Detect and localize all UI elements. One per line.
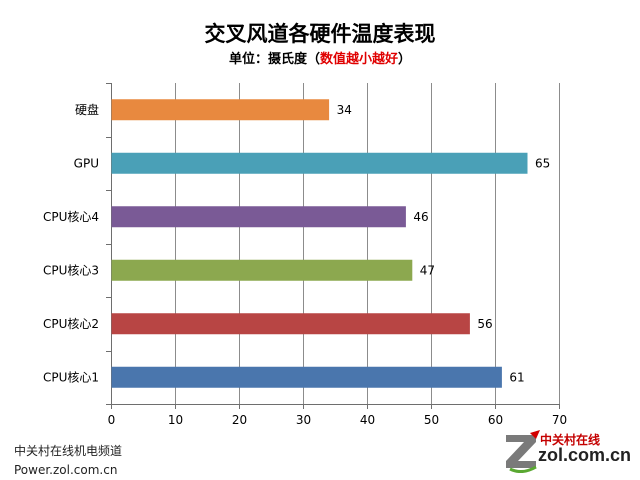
footer-url: Power.zol.com.cn bbox=[14, 463, 118, 477]
chart-title: 交叉风道各硬件温度表现 bbox=[204, 21, 436, 46]
footer-credit: 中关村在线机电频道 Power.zol.com.cn bbox=[14, 442, 122, 480]
x-tick-label-2: 20 bbox=[232, 413, 247, 427]
category-label-1: GPU bbox=[74, 156, 99, 170]
category-label-3: CPU核心3 bbox=[43, 263, 99, 277]
x-tick-label-3: 30 bbox=[296, 413, 311, 427]
data-label-0: 34 bbox=[337, 103, 352, 117]
category-label-5: CPU核心1 bbox=[43, 370, 99, 384]
bar-0 bbox=[111, 99, 330, 121]
chart-subtitle: 单位：摄氏度（数值越小越好） bbox=[0, 48, 640, 67]
category-label-4: CPU核心2 bbox=[43, 317, 99, 331]
x-tick-label-4: 40 bbox=[360, 413, 375, 427]
x-tick-label-6: 60 bbox=[488, 413, 503, 427]
subtitle-prefix: 单位：摄氏度（ bbox=[228, 52, 320, 67]
category-label-2: CPU核心4 bbox=[43, 210, 99, 224]
data-label-2: 46 bbox=[413, 210, 428, 224]
data-label-4: 56 bbox=[477, 317, 492, 331]
category-label-0: 硬盘 bbox=[75, 102, 99, 117]
zol-logo-en: zol.com.cn bbox=[538, 445, 632, 465]
zol-logo-icon bbox=[506, 430, 540, 473]
footer-channel: 中关村在线机电频道 bbox=[14, 444, 123, 458]
bar-4 bbox=[111, 313, 470, 335]
subtitle-suffix: ） bbox=[398, 52, 412, 67]
data-label-5: 61 bbox=[509, 370, 524, 384]
x-tick-label-1: 10 bbox=[168, 413, 183, 427]
x-tick-label-5: 50 bbox=[424, 413, 439, 427]
bar-2 bbox=[111, 206, 406, 228]
zol-logo: 中关村在线 zol.com.cn bbox=[500, 425, 635, 475]
x-tick-label-0: 0 bbox=[108, 413, 116, 427]
bar-5 bbox=[111, 366, 502, 388]
zol-logo-cn: 中关村在线 bbox=[540, 433, 601, 447]
bar-1 bbox=[111, 152, 528, 174]
x-tick-label-7: 70 bbox=[552, 413, 567, 427]
subtitle-highlight: 数值越小越好 bbox=[319, 52, 398, 67]
data-label-1: 65 bbox=[535, 156, 550, 170]
bar-3 bbox=[111, 259, 413, 281]
data-label-3: 47 bbox=[420, 263, 435, 277]
